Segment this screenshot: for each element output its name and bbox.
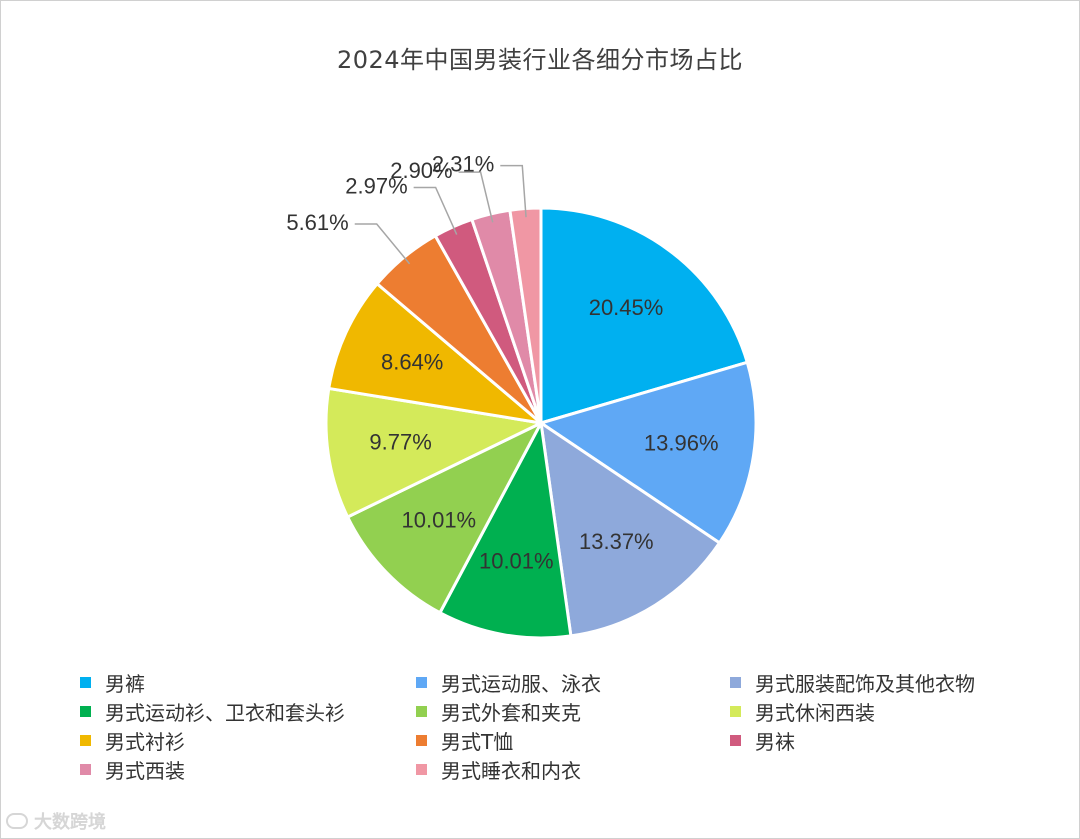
legend-item-2: 男式运动服、泳衣 xyxy=(416,670,730,696)
data-label-3: 13.37% xyxy=(579,529,654,554)
pie-slice-2 xyxy=(539,360,758,545)
legend-item-8: 男式T恤 xyxy=(416,728,730,754)
data-label-11: 2.31% xyxy=(432,151,494,176)
chart-title: 2024年中国男装行业各细分市场占比 xyxy=(336,46,744,74)
legend-label-1: 男裤 xyxy=(105,672,145,696)
data-label-2: 13.96% xyxy=(644,430,719,455)
legend-item-3: 男式服装配饰及其他衣物 xyxy=(730,670,1040,696)
legend-item-6: 男式休闲西装 xyxy=(730,699,1040,725)
legend-swatch-8 xyxy=(416,735,427,746)
legend-label-2: 男式运动服、泳衣 xyxy=(441,672,601,696)
pie-slice-4 xyxy=(438,421,573,640)
leader-line-11 xyxy=(500,164,527,218)
legend-swatch-5 xyxy=(416,706,427,717)
legend-item-11: 男式睡衣和内衣 xyxy=(416,757,730,783)
pie-slice-6 xyxy=(324,386,543,519)
leader-line-8 xyxy=(354,223,411,265)
legend-item-4: 男式运动衫、卫衣和套头衫 xyxy=(80,699,416,725)
legend-label-8: 男式T恤 xyxy=(441,730,514,754)
pie-slice-1 xyxy=(539,206,749,425)
data-label-10: 2.90% xyxy=(390,158,452,183)
legend-item-1: 男裤 xyxy=(80,670,416,696)
legend-label-7: 男式衬衫 xyxy=(105,730,185,754)
leader-line-9 xyxy=(413,186,458,235)
pie-slice-3 xyxy=(539,421,722,638)
legend-label-5: 男式外套和夹克 xyxy=(441,701,581,725)
legend-item-7: 男式衬衫 xyxy=(80,728,416,754)
watermark-text: 大数跨境 xyxy=(34,812,106,833)
chart-legend: 男裤 男式运动服、泳衣 男式服装配饰及其他衣物男式运动衫、卫衣和套头衫 男式外套和夹克… xyxy=(80,670,1040,783)
legend-swatch-4 xyxy=(80,706,91,717)
legend-item-10: 男式西装 xyxy=(80,757,416,783)
leader-line-10 xyxy=(458,171,494,223)
legend-item-9: 男袜 xyxy=(730,728,1040,754)
pie-slice-5 xyxy=(346,421,543,615)
data-label-6: 9.77% xyxy=(369,429,431,454)
logo-icon xyxy=(6,813,28,829)
legend-swatch-10 xyxy=(80,764,91,775)
legend-swatch-2 xyxy=(416,677,427,688)
legend-label-6: 男式休闲西装 xyxy=(755,701,875,725)
legend-swatch-7 xyxy=(80,735,91,746)
data-label-8: 5.61% xyxy=(286,210,348,235)
data-label-7: 8.64% xyxy=(381,349,443,374)
legend-swatch-9 xyxy=(730,735,741,746)
legend-swatch-3 xyxy=(730,677,741,688)
data-label-5: 10.01% xyxy=(402,507,477,532)
legend-label-10: 男式西装 xyxy=(105,759,185,783)
legend-item-5: 男式外套和夹克 xyxy=(416,699,730,725)
legend-swatch-6 xyxy=(730,706,741,717)
legend-swatch-1 xyxy=(80,677,91,688)
legend-swatch-11 xyxy=(416,764,427,775)
data-label-1: 20.45% xyxy=(589,295,664,320)
legend-label-3: 男式服装配饰及其他衣物 xyxy=(755,672,975,696)
legend-label-9: 男袜 xyxy=(755,730,795,754)
legend-label-11: 男式睡衣和内衣 xyxy=(441,759,581,783)
data-label-9: 2.97% xyxy=(345,173,407,198)
data-label-4: 10.01% xyxy=(479,549,554,574)
pie-slice-7 xyxy=(327,282,543,425)
watermark: 大数跨境 xyxy=(6,808,106,834)
legend-label-4: 男式运动衫、卫衣和套头衫 xyxy=(105,701,345,725)
